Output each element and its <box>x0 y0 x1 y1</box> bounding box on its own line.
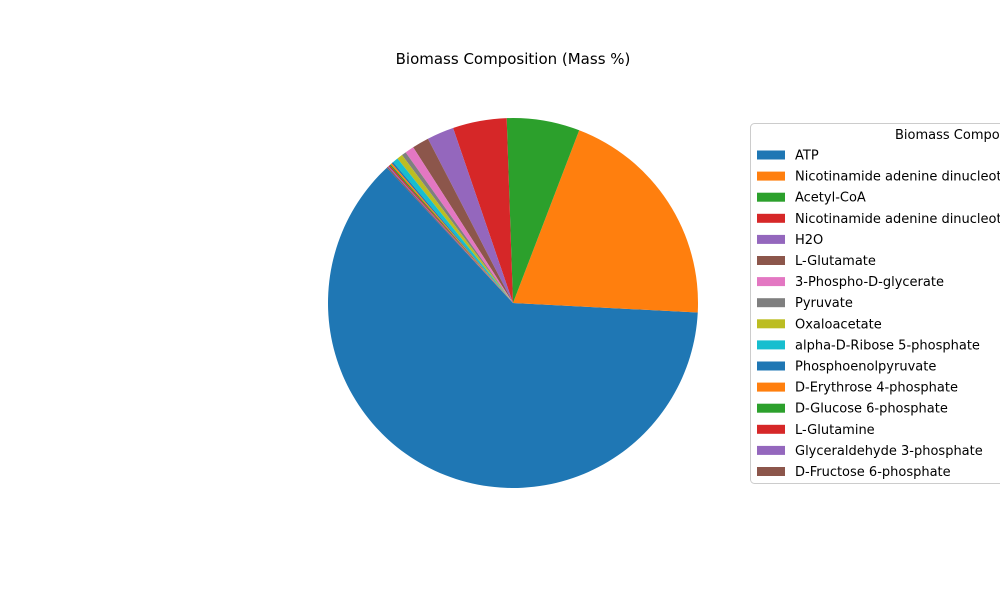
pie-slices <box>328 118 699 488</box>
legend-swatch-2 <box>757 171 785 181</box>
legend-swatch-6 <box>757 256 785 265</box>
legend-label-6: L-Glutamate <box>795 254 876 269</box>
legend-swatch-7 <box>757 277 785 287</box>
pie-slice-16 <box>386 166 513 303</box>
pie-slice-11 <box>391 162 513 303</box>
legend-label-12: D-Erythrose 4-phosphate <box>795 381 958 396</box>
pie-slice-12 <box>390 163 513 303</box>
pie-slice-8 <box>401 152 513 303</box>
pie-slice-14 <box>388 165 513 303</box>
pie-slice-4 <box>453 118 513 303</box>
legend-label-2: Nicotinamide adenine dinucleotide phosph… <box>795 170 1000 185</box>
legend-swatch-3 <box>757 192 785 202</box>
legend-label-1: ATP <box>795 149 819 164</box>
legend-swatch-1 <box>757 150 785 160</box>
legend-label-4: Nicotinamide adenine dinucleotide <box>795 212 1000 227</box>
pie-slice-5 <box>427 127 513 303</box>
legend-label-14: L-Glutamine <box>795 423 875 438</box>
pie-slice-2 <box>513 130 699 313</box>
pie-slice-1 <box>328 167 698 488</box>
legend-swatch-8 <box>757 298 785 308</box>
legend-swatch-15 <box>757 445 785 455</box>
legend-swatch-10 <box>757 340 785 350</box>
legend-label-16: D-Fructose 6-phosphate <box>795 465 951 480</box>
pie-slice-9 <box>397 155 513 303</box>
legend-label-3: Acetyl-CoA <box>795 191 866 206</box>
legend-label-11: Phosphoenolpyruvate <box>795 360 936 375</box>
pie-slice-7 <box>405 147 513 303</box>
legend-label-7: 3-Phospho-D-glycerate <box>795 275 944 290</box>
pie-slice-3 <box>506 118 580 303</box>
pie-slice-13 <box>389 164 513 303</box>
legend-swatch-12 <box>757 382 785 392</box>
legend-label-9: Oxaloacetate <box>795 317 882 332</box>
legend-label-8: Pyruvate <box>795 296 853 311</box>
legend-swatch-14 <box>757 424 785 434</box>
pie-slice-10 <box>393 158 513 303</box>
legend-swatch-9 <box>757 319 785 329</box>
pie-slice-6 <box>413 138 513 303</box>
legend-label-13: D-Glucose 6-phosphate <box>795 402 948 417</box>
legend-swatch-4 <box>757 213 785 223</box>
legend: Biomass Composition ATP Nicotinamide aden… <box>750 123 1000 484</box>
legend-swatch-11 <box>757 361 785 371</box>
legend-swatch-13 <box>757 403 785 413</box>
legend-label-15: Glyceraldehyde 3-phosphate <box>795 444 983 459</box>
legend-label-5: H2O <box>795 233 823 248</box>
legend-swatch-16 <box>757 467 785 476</box>
pie-slice-15 <box>387 166 513 303</box>
legend-frame <box>750 123 1000 484</box>
legend-swatch-5 <box>757 234 785 244</box>
legend-items: ATP Nicotinamide adenine dinucleotide pho… <box>757 149 1000 480</box>
chart-title: Biomass Composition (Mass %) <box>396 50 631 68</box>
legend-title: Biomass Composition <box>895 128 1000 143</box>
legend-label-10: alpha-D-Ribose 5-phosphate <box>795 338 980 353</box>
